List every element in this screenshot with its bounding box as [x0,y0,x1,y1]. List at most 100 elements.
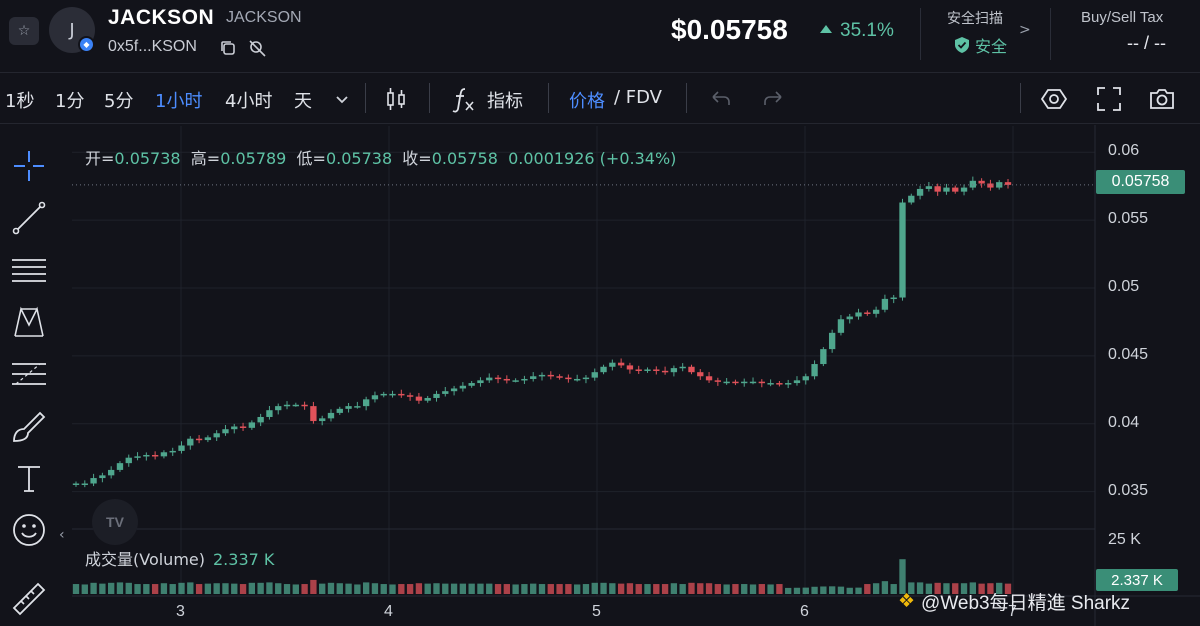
price-tick-label: 0.035 [1108,481,1149,499]
candle-body [319,418,326,422]
candle-body [371,395,379,400]
brush-icon[interactable] [10,407,48,445]
indicators-button[interactable]: 指标 [487,91,523,112]
candle-body [503,378,510,381]
candle-body [204,437,212,441]
divider [365,83,366,113]
candle-body [908,195,915,203]
price-toggle[interactable]: 价格 [569,91,605,112]
volume-bar [978,583,985,594]
candlestick-type-icon[interactable] [382,85,410,113]
volume-bar [486,583,493,594]
camera-icon[interactable] [1148,85,1176,113]
tradingview-logo: TV [92,499,138,545]
candle-body [99,475,106,479]
volume-bar [459,583,467,594]
volume-bar [1004,583,1012,594]
function-fx-icon[interactable] [449,85,477,113]
volume-bar [292,584,299,594]
candle-body [521,378,528,381]
price-tick-label: 0.04 [1108,413,1140,431]
token-name: JACKSON [108,6,215,29]
candle-body [512,380,519,382]
candle-body [881,298,889,310]
fullscreen-icon[interactable] [1095,85,1123,113]
candle-body [530,376,537,379]
volume-bar [952,583,959,594]
candle-body [310,406,317,422]
emoji-icon[interactable] [10,511,48,549]
pattern-tool-icon[interactable] [10,303,48,341]
volume-bar [503,584,510,594]
volume-bar [820,586,827,594]
favorite-star-icon[interactable]: ☆ [9,17,39,45]
price-chart[interactable] [0,125,1200,626]
candle-body [231,426,238,430]
candlesticks [72,176,1012,488]
volume-bar [257,582,264,594]
interval-5m[interactable]: 5分 [104,91,134,112]
volume-bar [398,584,405,594]
volume-bar [565,584,572,594]
chevron-down-icon[interactable] [328,85,356,113]
undo-icon[interactable] [706,85,734,113]
price-tick-label: 0.055 [1108,210,1149,228]
volume-legend: 成交量(Volume) 2.337 K [85,550,275,569]
candle-body [925,186,933,189]
text-tool-icon[interactable] [10,459,48,497]
volume-bar [881,581,889,594]
trend-line-icon[interactable] [10,199,48,237]
volume-bar [433,583,440,594]
volume-bar [116,582,124,594]
token-avatar: J [49,7,95,53]
volume-bar [354,584,361,594]
copy-icon[interactable] [219,39,237,57]
candle-body [459,385,467,389]
candle-body [442,391,449,394]
settings-hexagon-icon[interactable] [1040,85,1068,113]
horizontal-lines-icon[interactable] [10,251,48,289]
redo-icon[interactable] [760,85,788,113]
contract-address: 0x5f...KSON [108,38,197,55]
ohlc-legend: 开=0.05738 高=0.05789 低=0.05738 收=0.05758 … [85,149,677,168]
candle-body [828,332,836,350]
volume-bar [521,584,528,594]
security-scan-title[interactable]: 安全扫描 [947,11,1003,27]
volume-bar [987,583,994,594]
watermark: ❖ @Web3每日精進 Sharkz [898,591,1131,614]
volume-bar [943,583,950,594]
volume-bar [415,583,423,594]
candle-body [538,374,546,377]
candle-body [406,395,414,397]
interval-1d[interactable]: 天 [294,91,312,112]
volume-bar [336,583,343,594]
volume-bar [389,584,396,594]
ruler-icon[interactable] [10,580,48,618]
candle-body [547,374,554,377]
candle-body [732,381,739,384]
interval-1m[interactable]: 1分 [55,91,85,112]
interval-1h[interactable]: 1小时 [155,91,203,112]
volume-bar [609,583,616,594]
candle-body [195,438,203,441]
crosshair-icon[interactable] [10,147,48,185]
time-tick-label: 3 [176,603,185,620]
interval-4h[interactable]: 4小时 [225,91,273,112]
fdv-toggle[interactable]: / FDV [614,87,662,108]
fibonacci-icon[interactable] [10,355,48,393]
chevron-right-icon[interactable]: > [1019,22,1031,38]
volume-bar [204,583,212,594]
candle-body [160,452,168,457]
candle-body [960,187,968,192]
candle-body [433,393,440,398]
candle-body [178,445,185,451]
chevron-left-icon[interactable]: ‹ [59,527,65,543]
volume-bar [626,583,634,594]
time-tick-label: 4 [384,603,393,620]
search-scan-icon[interactable] [248,39,267,58]
interval-1s[interactable]: 1秒 [5,91,35,112]
volume-bar [125,582,132,594]
volume-bar [749,584,757,594]
security-status[interactable]: 安全 [955,33,1007,57]
volume-bar [530,583,537,594]
